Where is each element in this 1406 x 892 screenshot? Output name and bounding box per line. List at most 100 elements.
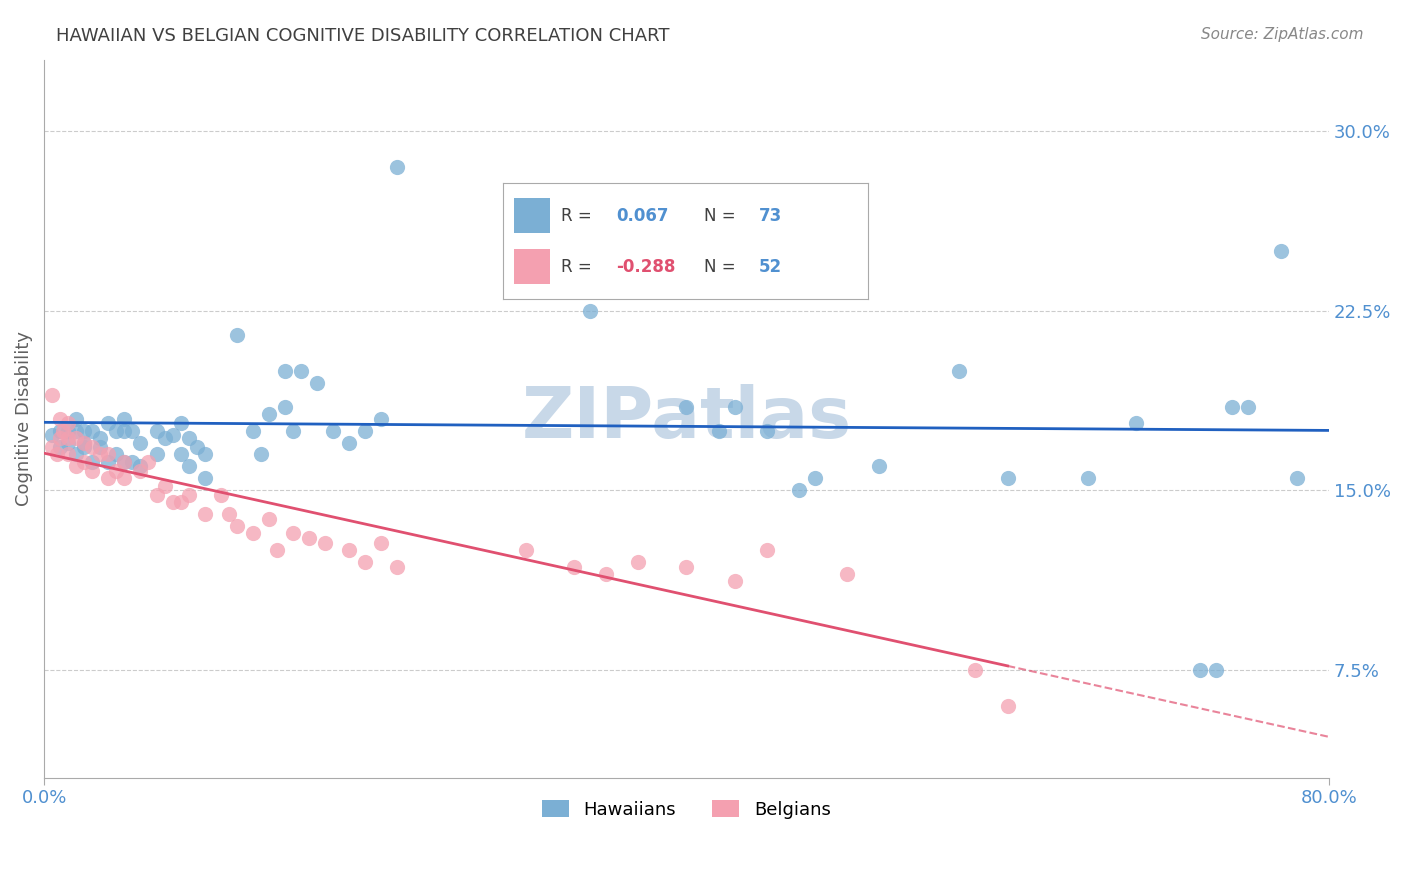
Text: N =: N =	[704, 258, 741, 276]
Point	[1077, 471, 1099, 485]
Point	[337, 543, 360, 558]
Point	[281, 526, 304, 541]
Y-axis label: Cognitive Disability: Cognitive Disability	[15, 331, 32, 506]
Point	[129, 459, 152, 474]
Point	[787, 483, 810, 498]
Point	[186, 440, 208, 454]
Point	[97, 471, 120, 485]
Point	[627, 555, 650, 569]
Point	[41, 440, 63, 454]
Point	[65, 431, 87, 445]
Text: 52: 52	[759, 258, 782, 276]
Point	[49, 440, 72, 454]
Point	[89, 440, 111, 454]
Point	[97, 448, 120, 462]
Point	[58, 435, 80, 450]
Point	[1222, 400, 1244, 414]
Point	[298, 531, 321, 545]
Bar	[513, 250, 550, 285]
Point	[89, 448, 111, 462]
Point	[595, 567, 617, 582]
Point	[755, 543, 778, 558]
Point	[89, 431, 111, 445]
Point	[169, 448, 191, 462]
Point	[49, 424, 72, 438]
Point	[274, 400, 297, 414]
Point	[387, 161, 409, 175]
Point	[65, 448, 87, 462]
Point	[65, 411, 87, 425]
Point	[266, 543, 288, 558]
Point	[562, 560, 585, 574]
Text: ZIPatlas: ZIPatlas	[522, 384, 852, 453]
Point	[307, 376, 329, 390]
Point	[723, 400, 745, 414]
Point	[965, 663, 987, 677]
Legend: Hawaiians, Belgians: Hawaiians, Belgians	[534, 793, 838, 826]
Point	[177, 488, 200, 502]
Point	[723, 574, 745, 589]
Point	[755, 424, 778, 438]
Point	[1285, 471, 1308, 485]
Point	[105, 424, 128, 438]
Point	[162, 428, 184, 442]
Point	[1189, 663, 1212, 677]
Point	[257, 407, 280, 421]
Point	[643, 268, 665, 282]
Point	[112, 411, 135, 425]
Point	[948, 364, 970, 378]
Point	[153, 431, 176, 445]
Point	[835, 567, 858, 582]
Point	[194, 508, 217, 522]
Point	[112, 424, 135, 438]
Point	[121, 424, 143, 438]
Point	[129, 435, 152, 450]
Point	[73, 424, 96, 438]
Point	[112, 455, 135, 469]
Point	[162, 495, 184, 509]
Point	[612, 280, 634, 294]
Text: 73: 73	[759, 207, 782, 225]
Point	[354, 555, 377, 569]
Point	[49, 411, 72, 425]
Point	[868, 459, 890, 474]
Text: HAWAIIAN VS BELGIAN COGNITIVE DISABILITY CORRELATION CHART: HAWAIIAN VS BELGIAN COGNITIVE DISABILITY…	[56, 27, 669, 45]
Point	[58, 448, 80, 462]
Point	[257, 512, 280, 526]
Point	[145, 448, 167, 462]
Point	[242, 526, 264, 541]
Text: 0.067: 0.067	[616, 207, 668, 225]
Point	[675, 560, 697, 574]
Point	[225, 327, 247, 342]
Text: -0.288: -0.288	[616, 258, 675, 276]
Point	[58, 424, 80, 438]
Point	[281, 424, 304, 438]
Point	[105, 464, 128, 478]
Point	[73, 455, 96, 469]
Point	[322, 424, 344, 438]
Point	[194, 471, 217, 485]
Point	[675, 400, 697, 414]
Text: R =: R =	[561, 207, 598, 225]
Point	[515, 543, 537, 558]
Point	[138, 455, 160, 469]
Point	[314, 536, 336, 550]
Point	[1205, 663, 1227, 677]
Point	[274, 364, 297, 378]
Point	[65, 424, 87, 438]
Text: N =: N =	[704, 207, 741, 225]
Text: Source: ZipAtlas.com: Source: ZipAtlas.com	[1201, 27, 1364, 42]
Point	[804, 471, 827, 485]
Point	[290, 364, 312, 378]
Point	[250, 448, 273, 462]
Point	[65, 459, 87, 474]
Point	[997, 471, 1019, 485]
Point	[73, 440, 96, 454]
Point	[41, 428, 63, 442]
Point	[1270, 244, 1292, 258]
Point	[1125, 417, 1147, 431]
Point	[46, 448, 69, 462]
Point	[387, 560, 409, 574]
Point	[145, 424, 167, 438]
Point	[97, 455, 120, 469]
